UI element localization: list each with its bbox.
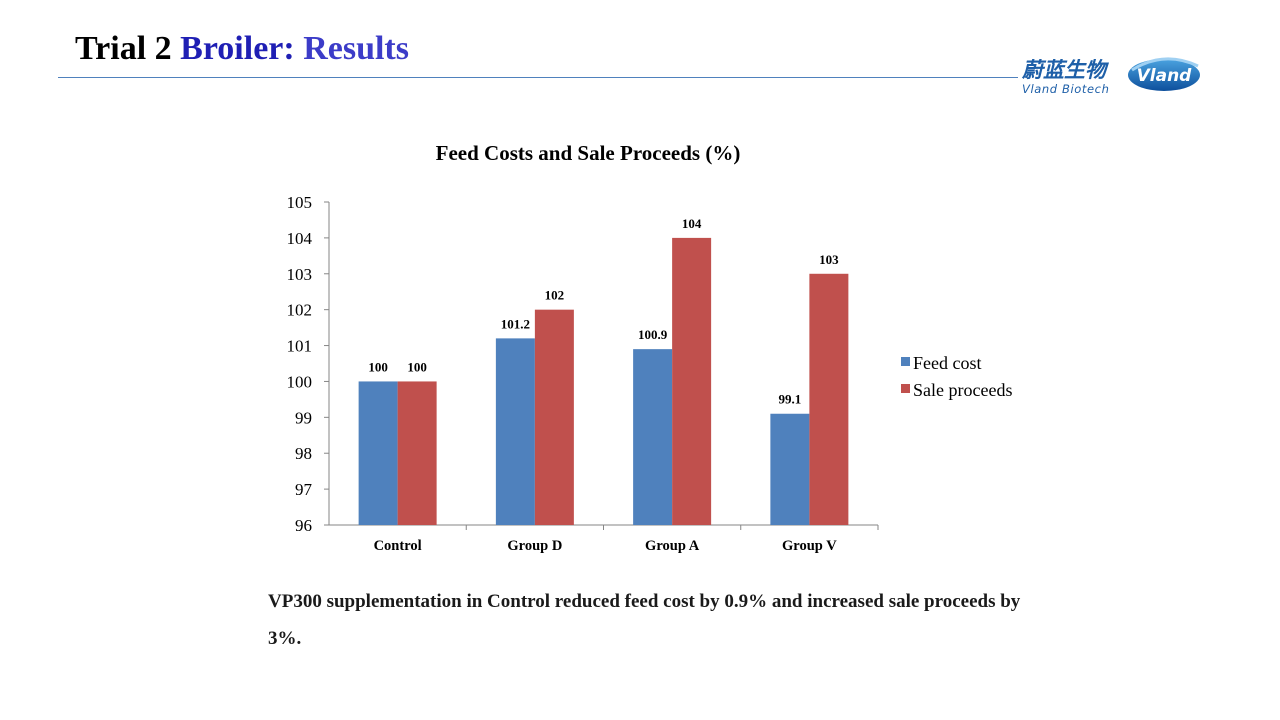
bar (358, 381, 398, 525)
chart-data-labels: 100 100 101.2 102 100.9 104 99.1 103 (368, 216, 839, 407)
bar-value-label: 102 (545, 288, 565, 303)
x-tick-label: Group V (782, 538, 837, 554)
y-tick-label: 100 (287, 372, 313, 391)
bar (534, 309, 574, 525)
bar (633, 349, 673, 525)
bar (672, 237, 712, 525)
y-tick-label: 102 (287, 301, 313, 320)
chart-bars (358, 237, 849, 525)
title-part-broiler: Broiler: (180, 30, 295, 67)
y-tick-label: 104 (287, 229, 313, 248)
y-tick-label: 98 (295, 444, 312, 463)
bar (397, 381, 437, 525)
bar (809, 273, 849, 525)
y-tick-label: 103 (287, 265, 313, 284)
chart-title: Feed Costs and Sale Proceeds (%) (435, 141, 741, 165)
bar-value-label: 100 (407, 359, 427, 374)
logo-english-text: Vland Biotech (1022, 82, 1110, 96)
y-tick-label: 97 (295, 480, 313, 499)
bar (770, 413, 810, 525)
logo-chinese-text: 蔚蓝生物 (1022, 58, 1106, 82)
title-part-trial: Trial 2 (75, 30, 181, 67)
logo-badge-text: Vland (1137, 66, 1193, 86)
slide-caption: VP300 supplementation in Control reduced… (268, 591, 1021, 649)
logo-badge-icon: Vland (1128, 57, 1200, 91)
y-tick-label: 96 (295, 516, 312, 535)
legend-label: Sale proceeds (913, 380, 1012, 400)
x-tick-label: Control (374, 538, 422, 554)
bar-value-label: 100 (368, 359, 388, 374)
bar-value-label: 101.2 (501, 316, 530, 331)
chart-legend: Feed cost Sale proceeds (901, 353, 1012, 400)
legend-swatch (901, 384, 910, 393)
legend-label: Feed cost (913, 353, 981, 373)
vland-logo: 蔚蓝生物 Vland Biotech Vland (1018, 50, 1204, 100)
title-part-results: Results (294, 30, 409, 67)
slide-title: Trial 2 Broiler: Results (75, 30, 409, 68)
bar-value-label: 99.1 (779, 392, 802, 407)
y-tick-label: 99 (295, 408, 312, 427)
y-tick-label: 105 (287, 193, 313, 212)
chart-axes: 96 97 98 99 100 101 102 103 104 105 Control Group D… (287, 193, 879, 554)
legend-swatch (901, 357, 910, 366)
bar (495, 338, 535, 525)
bar-value-label: 100.9 (638, 327, 668, 342)
bar-value-label: 103 (819, 252, 839, 267)
bar-value-label: 104 (682, 216, 702, 231)
x-tick-label: Group A (645, 538, 700, 554)
y-tick-label: 101 (287, 337, 313, 356)
x-tick-label: Group D (507, 538, 562, 554)
title-divider (58, 77, 1018, 78)
